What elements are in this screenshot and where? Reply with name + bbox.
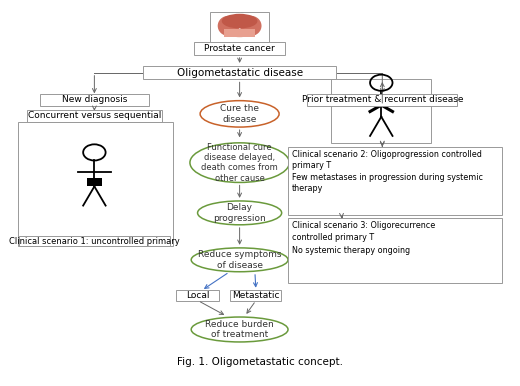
Text: Reduce burden
of treatment: Reduce burden of treatment bbox=[205, 320, 274, 339]
FancyBboxPatch shape bbox=[40, 94, 149, 106]
FancyBboxPatch shape bbox=[288, 218, 502, 283]
Ellipse shape bbox=[222, 14, 257, 29]
Text: Reduce symptoms
of disease: Reduce symptoms of disease bbox=[198, 250, 281, 269]
FancyBboxPatch shape bbox=[19, 236, 170, 246]
Text: Functional cure
disease delayed,
death comes from
other cause: Functional cure disease delayed, death c… bbox=[201, 142, 278, 183]
FancyBboxPatch shape bbox=[224, 29, 255, 37]
FancyBboxPatch shape bbox=[176, 290, 219, 301]
FancyBboxPatch shape bbox=[143, 66, 336, 80]
Text: Fig. 1. Oligometastatic concept.: Fig. 1. Oligometastatic concept. bbox=[177, 357, 343, 367]
FancyBboxPatch shape bbox=[307, 94, 458, 106]
Ellipse shape bbox=[220, 15, 259, 37]
Text: Local: Local bbox=[186, 291, 210, 300]
FancyBboxPatch shape bbox=[210, 12, 269, 43]
Text: Prior treatment & recurrent disease: Prior treatment & recurrent disease bbox=[302, 95, 463, 105]
Text: Delay
progression: Delay progression bbox=[213, 203, 266, 223]
Text: Clinical scenario 1: uncontrolled primary: Clinical scenario 1: uncontrolled primar… bbox=[9, 237, 180, 245]
Text: Oligometastatic disease: Oligometastatic disease bbox=[177, 68, 303, 78]
FancyBboxPatch shape bbox=[230, 290, 281, 301]
FancyBboxPatch shape bbox=[27, 110, 162, 122]
Ellipse shape bbox=[240, 16, 262, 36]
Ellipse shape bbox=[190, 143, 289, 183]
Text: New diagnosis: New diagnosis bbox=[62, 95, 127, 105]
Text: Clinical scenario 3: Oligorecurrence
controlled primary T
No systemic therapy on: Clinical scenario 3: Oligorecurrence con… bbox=[292, 221, 435, 255]
Text: Cure the
disease: Cure the disease bbox=[220, 104, 259, 124]
Text: Prostate cancer: Prostate cancer bbox=[204, 44, 275, 53]
Ellipse shape bbox=[191, 248, 288, 272]
Ellipse shape bbox=[191, 317, 288, 342]
FancyBboxPatch shape bbox=[18, 122, 173, 246]
Ellipse shape bbox=[218, 16, 239, 36]
Ellipse shape bbox=[200, 101, 279, 127]
Text: Concurrent versus sequential: Concurrent versus sequential bbox=[28, 111, 161, 120]
Text: Clinical scenario 2: Oligoprogression controlled
primary T
Few metastases in pro: Clinical scenario 2: Oligoprogression co… bbox=[292, 150, 483, 193]
FancyBboxPatch shape bbox=[194, 42, 285, 55]
FancyBboxPatch shape bbox=[87, 178, 102, 186]
FancyBboxPatch shape bbox=[331, 79, 431, 143]
FancyBboxPatch shape bbox=[288, 147, 502, 215]
Text: Metastatic: Metastatic bbox=[232, 291, 280, 300]
Ellipse shape bbox=[198, 201, 282, 225]
